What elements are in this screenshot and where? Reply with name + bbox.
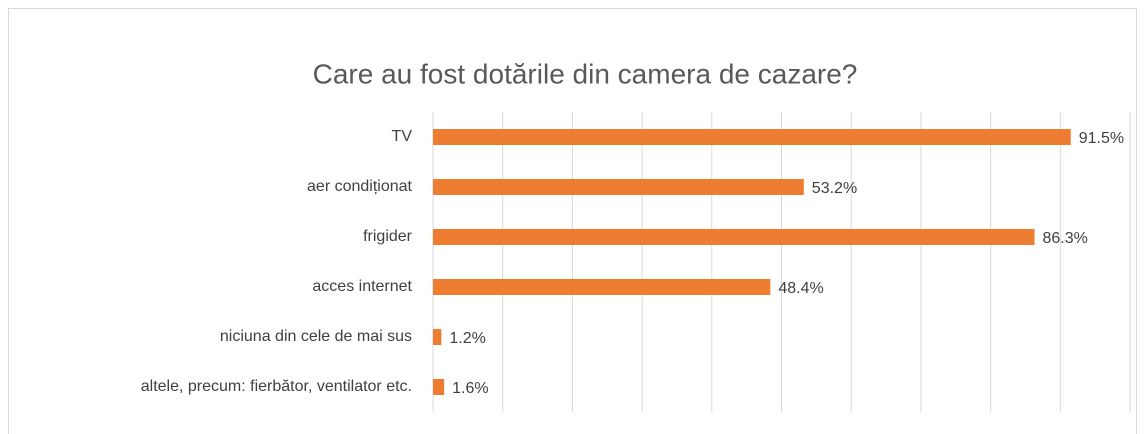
y-tick-label: acces internet — [312, 278, 412, 295]
value-label: 48.4% — [778, 280, 823, 297]
y-tick-label: niciuna din cele de mai sus — [220, 328, 412, 345]
bar — [433, 179, 804, 195]
value-label: 1.2% — [449, 330, 485, 347]
value-label: 53.2% — [812, 180, 857, 197]
value-label: 86.3% — [1043, 230, 1088, 247]
y-tick-label: TV — [392, 128, 413, 145]
value-label: 91.5% — [1079, 130, 1124, 147]
bar — [433, 129, 1071, 145]
y-tick-label: aer condiționat — [307, 178, 413, 195]
bar — [433, 229, 1035, 245]
bar — [433, 279, 771, 295]
value-label: 1.6% — [452, 380, 488, 397]
bar — [433, 329, 442, 345]
y-tick-label: altele, precum: fierbător, ventilator et… — [141, 378, 412, 395]
bar — [433, 379, 445, 395]
y-tick-label: frigider — [363, 228, 413, 245]
chart-title: Care au fost dotările din camera de caza… — [313, 58, 858, 89]
